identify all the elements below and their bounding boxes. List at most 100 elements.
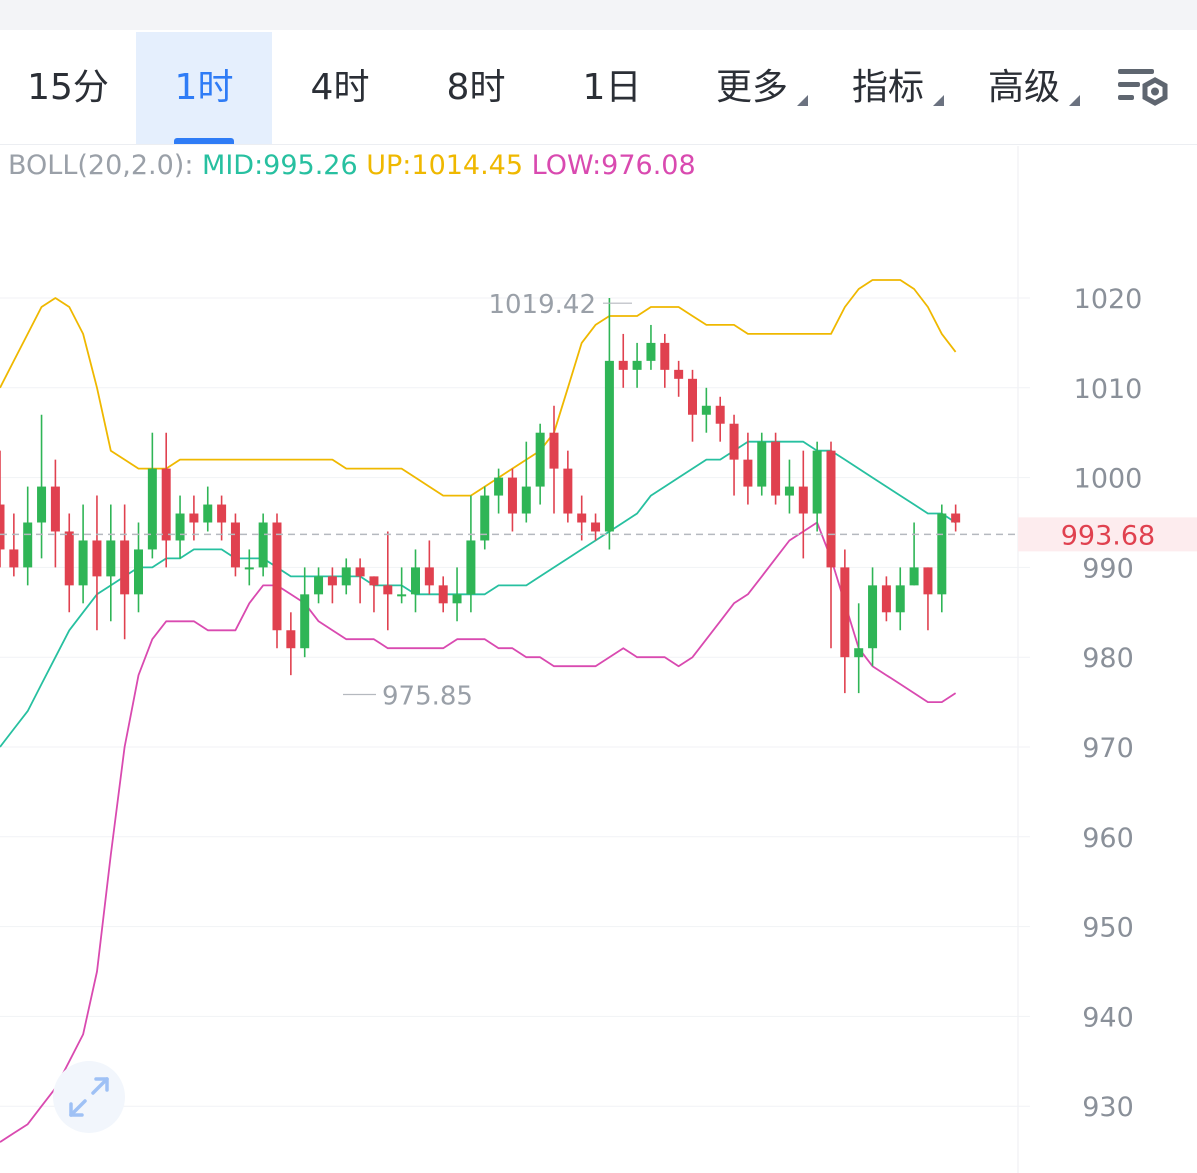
tab-label: 15分 bbox=[27, 67, 109, 108]
candle-body bbox=[147, 468, 157, 550]
candle bbox=[618, 333, 628, 388]
tab-label: 8时 bbox=[446, 67, 506, 108]
candle bbox=[286, 612, 296, 676]
candle bbox=[397, 567, 407, 604]
tab-8h[interactable]: 8时 bbox=[408, 32, 544, 144]
candle-body bbox=[618, 360, 628, 370]
candle-body bbox=[951, 513, 961, 523]
candle-body bbox=[646, 342, 656, 361]
boll-up-line bbox=[0, 279, 957, 497]
y-tick-label: 1010 bbox=[1074, 374, 1143, 405]
candle bbox=[563, 450, 573, 523]
fullscreen-button[interactable] bbox=[53, 1061, 125, 1133]
candle bbox=[521, 441, 531, 523]
candle-body bbox=[383, 585, 393, 595]
expand-arrows-icon bbox=[69, 1077, 109, 1117]
y-tick-label: 930 bbox=[1082, 1092, 1134, 1123]
y-tick-label: 980 bbox=[1082, 643, 1134, 674]
candle bbox=[369, 576, 379, 613]
candle bbox=[549, 405, 559, 514]
candle bbox=[23, 486, 33, 586]
candle-body bbox=[535, 432, 545, 487]
tab-1h[interactable]: 1时 bbox=[136, 32, 272, 144]
tab-label: 1时 bbox=[174, 67, 234, 108]
candle-body bbox=[286, 630, 296, 649]
candle-body bbox=[798, 486, 808, 514]
candle-body bbox=[272, 522, 282, 631]
candle-body bbox=[161, 468, 171, 541]
candle-body bbox=[826, 450, 836, 568]
tab-15m[interactable]: 15分 bbox=[0, 32, 136, 144]
candle bbox=[355, 558, 365, 604]
candle-body bbox=[688, 378, 697, 415]
candle-body bbox=[300, 594, 310, 649]
tab-4h[interactable]: 4时 bbox=[272, 32, 408, 144]
y-tick-label: 1000 bbox=[1074, 464, 1143, 495]
candle-body bbox=[507, 477, 517, 514]
candle-body bbox=[784, 486, 794, 496]
tab-1d[interactable]: 1日 bbox=[544, 32, 680, 144]
candle-body bbox=[23, 522, 33, 568]
candle-body bbox=[397, 594, 407, 597]
tab-label: 4时 bbox=[310, 67, 370, 108]
candle bbox=[591, 513, 601, 541]
high-annotation-label: 1019.42 bbox=[488, 290, 596, 320]
candle-body bbox=[937, 513, 947, 595]
candle bbox=[134, 522, 143, 613]
y-tick-label: 990 bbox=[1082, 553, 1134, 584]
candle bbox=[217, 495, 227, 541]
candle bbox=[771, 432, 781, 505]
candle-body bbox=[757, 441, 767, 487]
candle bbox=[341, 558, 351, 595]
candle-body bbox=[175, 513, 185, 541]
current-price-label: 993.68 bbox=[1061, 520, 1155, 551]
dropdown-triangle-icon bbox=[1069, 95, 1080, 106]
candle bbox=[452, 567, 462, 622]
candle-body bbox=[632, 360, 642, 370]
candle bbox=[327, 567, 337, 604]
candle-body bbox=[327, 576, 337, 586]
candle bbox=[383, 531, 393, 631]
tab-label: 1日 bbox=[582, 67, 642, 108]
candle bbox=[535, 423, 545, 505]
candle bbox=[577, 495, 587, 541]
candle bbox=[244, 549, 254, 586]
candle-body bbox=[78, 540, 88, 586]
tab-more-dropdown[interactable]: 更多 bbox=[710, 32, 808, 144]
candle bbox=[0, 450, 5, 568]
legend-indicator-label: BOLL(20,2.0): bbox=[8, 150, 194, 181]
candle-body bbox=[341, 567, 351, 586]
candle bbox=[507, 468, 517, 532]
boll-low-line bbox=[0, 521, 957, 1143]
candle-body bbox=[701, 405, 711, 415]
candle-body bbox=[314, 576, 324, 595]
candle-body bbox=[577, 513, 587, 523]
candle bbox=[78, 504, 88, 604]
candle bbox=[937, 504, 947, 613]
candle-body bbox=[258, 522, 268, 568]
candle bbox=[494, 468, 504, 514]
candle bbox=[868, 567, 878, 667]
chart-settings-button[interactable] bbox=[1112, 60, 1174, 116]
candle bbox=[798, 450, 808, 559]
timeframe-tabs: 15分 1时 4时 8时 1日 更多 指标 高级 bbox=[0, 32, 1197, 145]
candle bbox=[729, 414, 739, 496]
candle bbox=[161, 432, 171, 568]
tab-advanced-dropdown[interactable]: 高级 bbox=[982, 32, 1080, 144]
tab-label: 高级 bbox=[987, 67, 1060, 108]
candle-body bbox=[92, 540, 102, 577]
candle bbox=[951, 504, 961, 532]
tab-indicators-dropdown[interactable]: 指标 bbox=[846, 32, 944, 144]
candlestick-chart[interactable]: 1020 1010 1000 990 980 970 960 950 940 930 993.68 1… bbox=[0, 146, 1197, 1173]
y-tick-label: 960 bbox=[1082, 823, 1134, 854]
candle-body bbox=[0, 504, 5, 550]
candle bbox=[660, 333, 670, 388]
candle bbox=[424, 540, 434, 595]
candle-body bbox=[355, 567, 365, 577]
legend-up-value: UP:1014.45 bbox=[366, 150, 524, 181]
candle-body bbox=[37, 486, 47, 523]
candle bbox=[64, 513, 74, 613]
candle-body bbox=[563, 468, 573, 514]
candle bbox=[230, 513, 240, 577]
candle-body bbox=[909, 567, 919, 586]
